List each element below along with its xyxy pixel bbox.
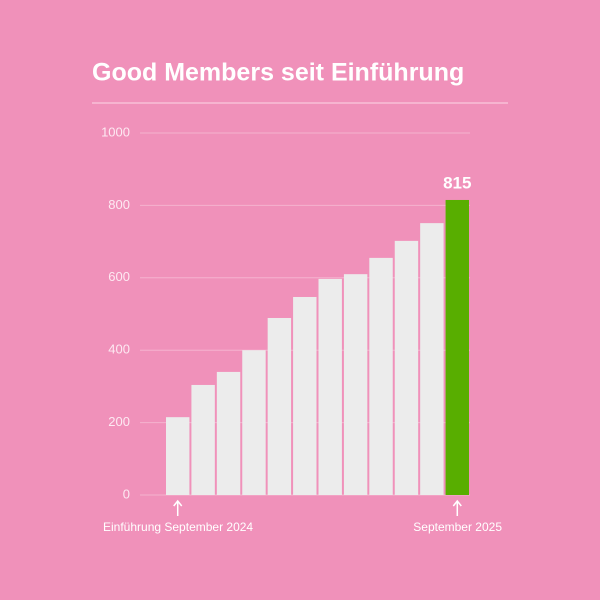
chart-title: Good Members seit Einführung (92, 59, 464, 87)
y-tick-label: 200 (108, 414, 130, 429)
bar (191, 384, 215, 495)
bar (318, 278, 342, 495)
y-tick-label: 400 (108, 342, 130, 357)
arrow-head (173, 499, 183, 507)
value-label: 815 (443, 173, 471, 192)
bar (394, 240, 419, 495)
bar (242, 350, 266, 495)
bar (267, 317, 292, 495)
bar (166, 417, 190, 495)
y-tick-label: 1000 (101, 124, 130, 139)
bar (343, 274, 368, 495)
bar (420, 223, 444, 495)
y-tick-label: 0 (123, 486, 130, 501)
bar (445, 199, 469, 495)
x-tick-label: September 2025 (413, 520, 502, 534)
bar (216, 371, 241, 495)
arrow-head (452, 499, 462, 507)
bar (369, 257, 393, 495)
y-tick-label: 800 (108, 197, 130, 212)
y-tick-label: 600 (108, 269, 130, 284)
x-tick-label: Einführung September 2024 (103, 520, 253, 534)
bar (293, 296, 317, 495)
